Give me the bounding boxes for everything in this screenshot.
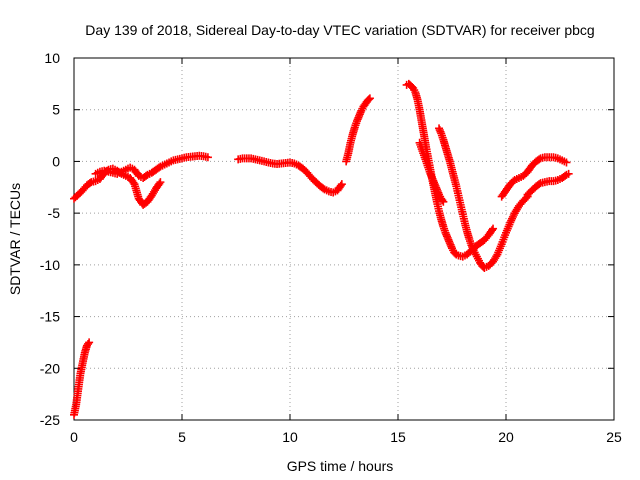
- series-seg5: [342, 94, 374, 166]
- data-point: [365, 94, 374, 103]
- series-seg4: [234, 154, 346, 197]
- data-point: [364, 95, 373, 104]
- y-tick-label: 10: [44, 50, 60, 66]
- x-tick-label: 25: [606, 429, 622, 445]
- series-seg1: [70, 338, 94, 419]
- data-point: [439, 197, 448, 206]
- data-point: [85, 338, 94, 347]
- data-point: [203, 153, 212, 162]
- series-seg10: [523, 169, 573, 199]
- y-tick-label: -5: [48, 205, 61, 221]
- y-tick-label: 5: [52, 102, 60, 118]
- x-tick-label: 0: [70, 429, 78, 445]
- x-tick-label: 20: [498, 429, 514, 445]
- x-tick-label: 5: [178, 429, 186, 445]
- x-tick-label: 10: [282, 429, 298, 445]
- plot-frame: [73, 57, 615, 421]
- data-point: [156, 178, 165, 187]
- x-tick-label: 15: [390, 429, 406, 445]
- grid: [74, 58, 614, 420]
- y-tick-label: 0: [52, 153, 60, 169]
- data-point: [489, 224, 498, 233]
- data-points: [70, 79, 573, 419]
- series-seg8: [435, 124, 532, 272]
- y-axis-label: SDTVAR / TECUs: [7, 183, 23, 295]
- series-seg3: [91, 151, 212, 182]
- chart-title: Day 139 of 2018, Sidereal Day-to-day VTE…: [85, 22, 594, 38]
- data-point: [564, 169, 573, 178]
- data-point: [337, 180, 346, 189]
- axes-ticks: 0 5 10 15 20 25 -25 -20 -15 -10 -5 0 5 10: [40, 50, 622, 445]
- y-tick-label: -15: [40, 309, 60, 325]
- series-seg7: [415, 138, 448, 206]
- y-tick-label: -25: [40, 412, 60, 428]
- y-tick-label: -10: [40, 257, 60, 273]
- x-axis-label: GPS time / hours: [287, 458, 394, 474]
- data-point: [562, 158, 571, 167]
- y-tick-label: -20: [40, 360, 60, 376]
- series-seg9: [497, 153, 571, 201]
